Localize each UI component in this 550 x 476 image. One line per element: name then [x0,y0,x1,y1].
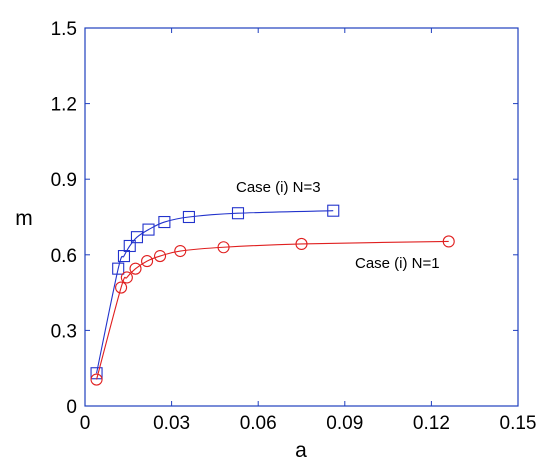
data-point-case-n3 [182,210,195,224]
data-point-case-n1 [141,255,154,268]
x-tick-label: 0.15 [500,413,537,434]
series-line-case-n1 [96,240,449,380]
y-tick-label: 0.3 [51,321,77,342]
data-point-case-n3 [123,239,136,253]
y-tick-labels: 0 0.3 0.6 0.9 1.2 1.5 [51,19,77,418]
data-point-case-n1 [154,250,167,263]
data-point-case-n3 [90,367,103,380]
series-case-n3 [90,204,340,380]
series-case-n1 [90,235,455,386]
data-point-case-n1 [174,244,187,258]
annotation-case-n3: Case (i) N=3 [236,179,321,196]
data-point-case-n3 [231,207,245,220]
y-tick-label: 0.6 [51,246,77,267]
data-point-case-n1 [295,237,308,251]
x-tick-label: 0.06 [240,413,277,434]
y-tick-label: 1.5 [51,19,77,40]
data-point-case-n1 [129,262,142,275]
annotation-case-n1: Case (i) N=1 [355,255,440,272]
y-tick-label: 0.9 [51,170,77,191]
data-point-case-n1 [217,241,230,254]
data-point-case-n1 [442,235,455,248]
data-point-case-n3 [112,262,125,275]
data-point-case-n1 [120,271,133,284]
series-layer [90,204,455,386]
y-axis-title: m [15,207,33,230]
x-tick-label: 0 [80,413,91,434]
x-tick-labels: 0 0.03 0.06 0.09 0.12 0.15 [80,413,537,434]
data-point-case-n3 [327,204,340,217]
x-tick-label: 0.12 [413,413,450,434]
plot-frame [84,27,519,407]
data-point-case-n1 [115,281,128,294]
y-tick-label: 0 [66,397,77,418]
y-tick-label: 1.2 [51,95,77,116]
data-point-case-n3 [142,223,155,236]
data-point-case-n1 [90,373,103,386]
series-line-case-n3 [96,210,334,374]
data-point-case-n3 [130,231,144,244]
data-point-case-n3 [158,215,171,229]
axis-ticks [85,28,518,406]
x-tick-label: 0.09 [326,413,363,434]
x-axis-title: a [295,439,307,462]
x-tick-label: 0.03 [153,413,190,434]
